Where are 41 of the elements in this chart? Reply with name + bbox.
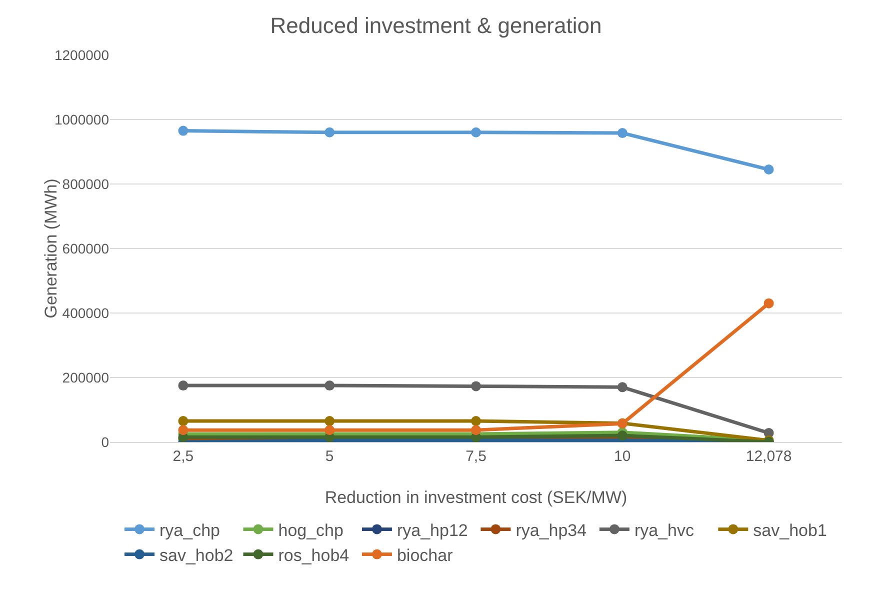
y-tick-label: 1000000	[54, 111, 110, 128]
legend-label: sav_hob1	[753, 520, 827, 540]
point	[178, 380, 188, 391]
point	[324, 380, 335, 391]
point	[764, 298, 774, 308]
x-tick-label: 2,5	[172, 448, 194, 465]
legend-label: rya_hp34	[516, 520, 587, 540]
legend-label: hog_chp	[278, 520, 344, 540]
legend-label: sav_hob2	[160, 546, 234, 565]
point	[617, 430, 628, 441]
x-tick-label: 7,5	[466, 448, 486, 465]
y-tick-label: 200000	[62, 369, 110, 386]
x-axis-title: Reduction in investment cost (SEK/MW)	[324, 488, 628, 507]
point	[324, 416, 335, 426]
point	[324, 425, 335, 436]
point	[617, 128, 628, 138]
point	[764, 164, 774, 174]
x-tick-label: 10	[614, 448, 631, 465]
y-tick-label: 400000	[62, 304, 110, 321]
x-tick-label: 5	[325, 448, 334, 465]
legend-label: rya_hvc	[634, 520, 694, 540]
point	[178, 425, 188, 436]
point	[471, 425, 481, 436]
chart-title: Reduced investment & generation	[270, 13, 602, 38]
point	[178, 126, 188, 136]
y-tick-label: 800000	[62, 176, 110, 192]
point	[617, 382, 628, 392]
legend-label: ros_hob4	[278, 546, 350, 565]
y-tick-label: 600000	[62, 240, 110, 256]
legend-label: rya_chp	[160, 520, 220, 540]
y-axis-title: Generation (MWh)	[41, 178, 60, 318]
point	[324, 127, 335, 138]
y-tick-label: 1200000	[54, 46, 110, 63]
x-tick-label: 12,078	[746, 448, 792, 465]
legend-label: biochar	[396, 546, 454, 565]
point	[471, 381, 481, 392]
point	[471, 127, 481, 138]
point	[178, 416, 188, 426]
point	[471, 416, 481, 426]
legend-label: rya_hp12	[396, 520, 468, 540]
y-tick-label: 0	[101, 434, 110, 450]
